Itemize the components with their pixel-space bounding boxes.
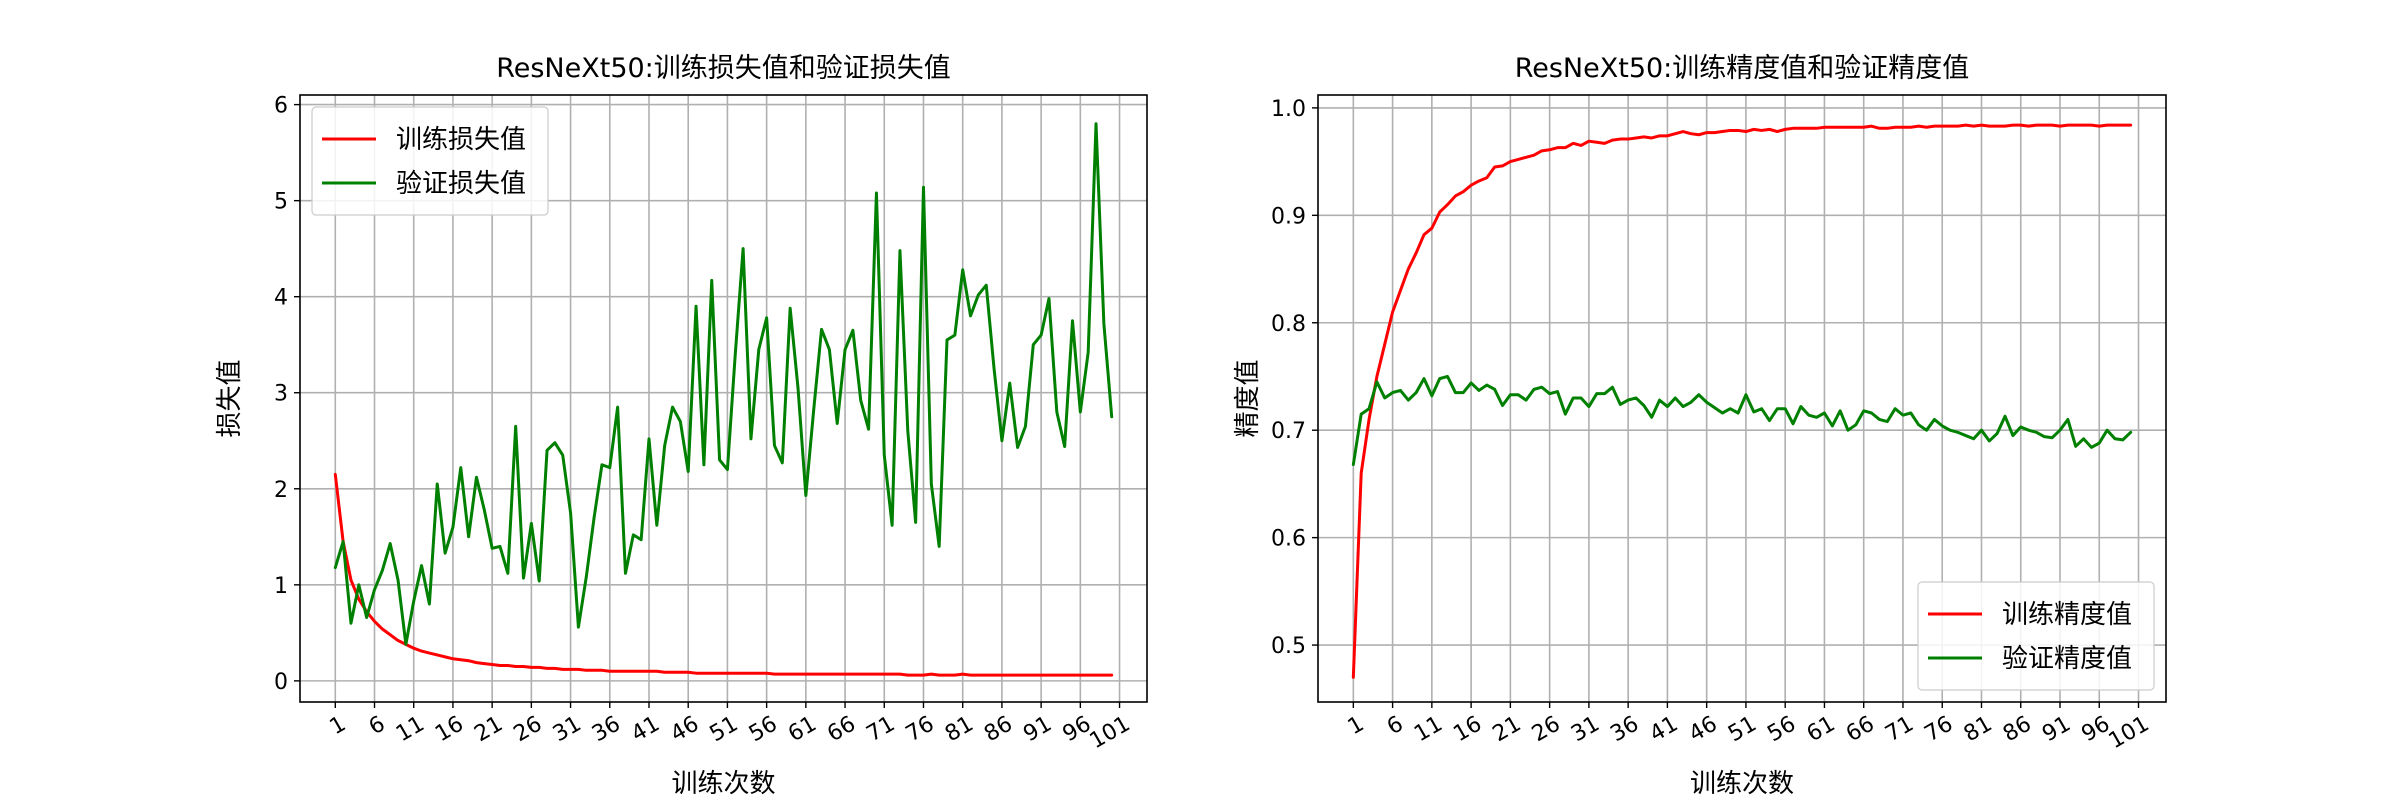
series-line-train-loss	[333, 472, 1114, 677]
legend-label-val-loss: 验证损失值	[396, 169, 526, 199]
series-line-train-accuracy	[1351, 123, 2133, 679]
loss-chart-plot-frame	[299, 94, 1148, 703]
accuracy-chart-y-tick-label: 1.0	[1271, 97, 1306, 122]
loss-chart-legend: 训练损失值 验证损失值	[311, 106, 549, 216]
accuracy-chart-x-axis-label: 训练次数	[1690, 769, 1794, 799]
accuracy-chart-title: ResNeXt50:训练精度值和验证精度值	[1515, 53, 1970, 84]
loss-chart-y-axis-label: 损失值	[215, 359, 245, 437]
loss-chart-y-ticks: 0 1 2 3 4 5 6	[274, 94, 300, 695]
legend-label-train-accuracy: 训练精度值	[2002, 600, 2132, 630]
legend-label-train-loss: 训练损失值	[396, 125, 526, 155]
series-line-val-loss	[333, 122, 1114, 646]
loss-chart-legend-box	[311, 106, 549, 216]
loss-chart-panel: 1 6 11 16 21 26 31 36 41 46 51 56 61 66 71 76 81 86 91 9610…	[215, 53, 1148, 799]
accuracy-chart-plot-frame	[1317, 94, 2167, 703]
accuracy-chart-legend: 训练精度值 验证精度值	[1917, 581, 2155, 691]
loss-chart-y-tick-label: 5	[274, 190, 288, 215]
accuracy-chart-y-tick-label: 0.6	[1271, 527, 1306, 552]
accuracy-chart-y-tick-label: 0.8	[1271, 312, 1306, 337]
loss-chart-y-tick-label: 2	[274, 478, 288, 503]
accuracy-chart-y-tick-label: 0.9	[1271, 204, 1306, 229]
loss-chart-y-tick-label: 6	[274, 94, 288, 119]
loss-chart-x-axis-label: 训练次数	[671, 769, 775, 799]
loss-chart-title: ResNeXt50:训练损失值和验证损失值	[496, 53, 951, 84]
loss-chart-y-tick-label: 3	[274, 382, 288, 407]
accuracy-chart-y-axis-label: 精度值	[1233, 359, 1263, 437]
loss-chart-y-tick-label: 4	[274, 286, 288, 311]
loss-chart-lines	[333, 122, 1114, 677]
legend-label-val-accuracy: 验证精度值	[2002, 644, 2132, 674]
accuracy-chart-y-tick-label: 0.7	[1271, 419, 1306, 444]
accuracy-chart-y-ticks: 0.5 0.6 0.7 0.8 0.9 1.0	[1271, 97, 1318, 659]
loss-chart-y-tick-label: 1	[274, 574, 288, 599]
accuracy-chart-lines	[1351, 123, 2133, 679]
accuracy-chart-legend-box	[1917, 581, 2155, 691]
series-line-val-accuracy	[1351, 374, 2133, 467]
accuracy-chart-y-tick-label: 0.5	[1271, 634, 1306, 659]
loss-chart-y-tick-label: 0	[274, 670, 288, 695]
